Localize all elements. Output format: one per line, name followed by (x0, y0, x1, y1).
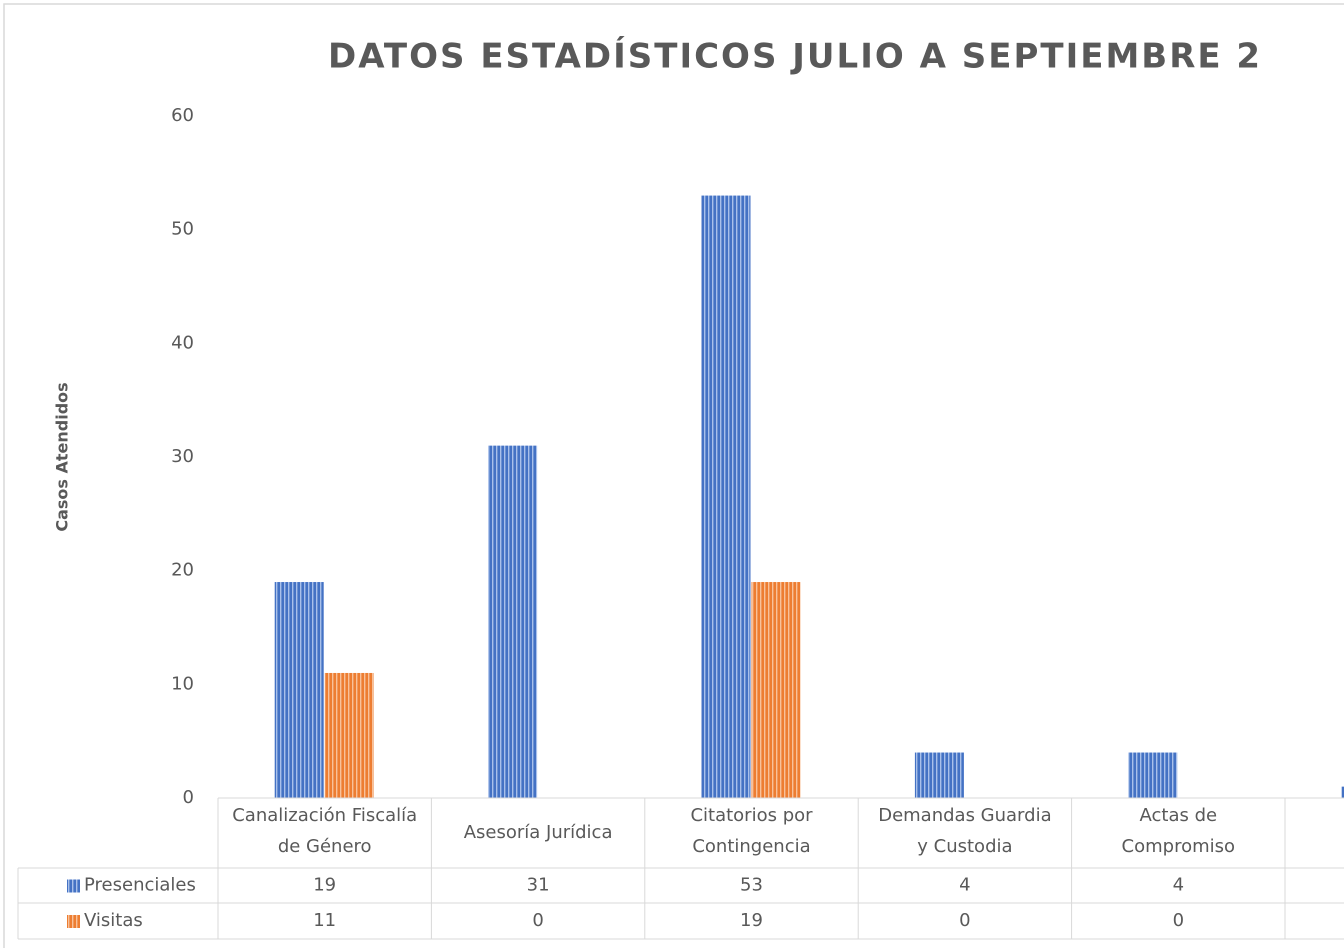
bar (914, 752, 964, 798)
chart-frame (3, 3, 1344, 948)
bar (324, 672, 374, 798)
x-tick-label: Canalización Fiscalía (232, 805, 417, 826)
table-value: 0 (532, 910, 543, 931)
bar (274, 582, 324, 798)
x-tick-label: Compromiso (1122, 836, 1235, 857)
x-tick-label: y Custodia (917, 836, 1012, 857)
bar (488, 445, 538, 798)
chart-title: DATOS ESTADÍSTICOS JULIO A SEPTIEMBRE 2 (328, 36, 1262, 77)
legend-label: Presenciales (84, 875, 196, 896)
x-tick-label: Actas de (1140, 805, 1218, 826)
y-tick-label: 30 (171, 446, 194, 467)
table-value: 0 (1173, 910, 1184, 931)
bar (1128, 752, 1178, 798)
y-tick-label: 50 (171, 219, 194, 240)
x-tick-label: de Género (278, 836, 372, 857)
bar (1341, 786, 1344, 798)
table-value: 19 (740, 910, 763, 931)
y-tick-label: 0 (183, 787, 194, 808)
table-value: 31 (527, 875, 550, 896)
bar (701, 195, 751, 799)
table-value: 19 (313, 875, 336, 896)
legend-swatch (67, 879, 80, 893)
table-value: 0 (959, 910, 970, 931)
x-tick-label: Citatorios por (690, 805, 813, 826)
x-tick-label: Demandas Guardia (878, 805, 1051, 826)
x-tick-label: Contingencia (692, 836, 810, 857)
y-tick-label: 60 (171, 105, 194, 126)
y-tick-label: 20 (171, 560, 194, 581)
legend-label: Visitas (84, 910, 143, 931)
legend-swatch (67, 915, 80, 928)
table-value: 53 (740, 875, 763, 896)
y-tick-label: 10 (171, 673, 194, 694)
table-value: 4 (959, 875, 970, 896)
table-value: 4 (1173, 875, 1184, 896)
bar (751, 582, 801, 798)
y-tick-label: 40 (171, 332, 194, 353)
table-value: 11 (313, 910, 336, 931)
x-tick-label: Asesoría Jurídica (464, 822, 613, 843)
y-axis-title: Casos Atendidos (53, 382, 72, 531)
